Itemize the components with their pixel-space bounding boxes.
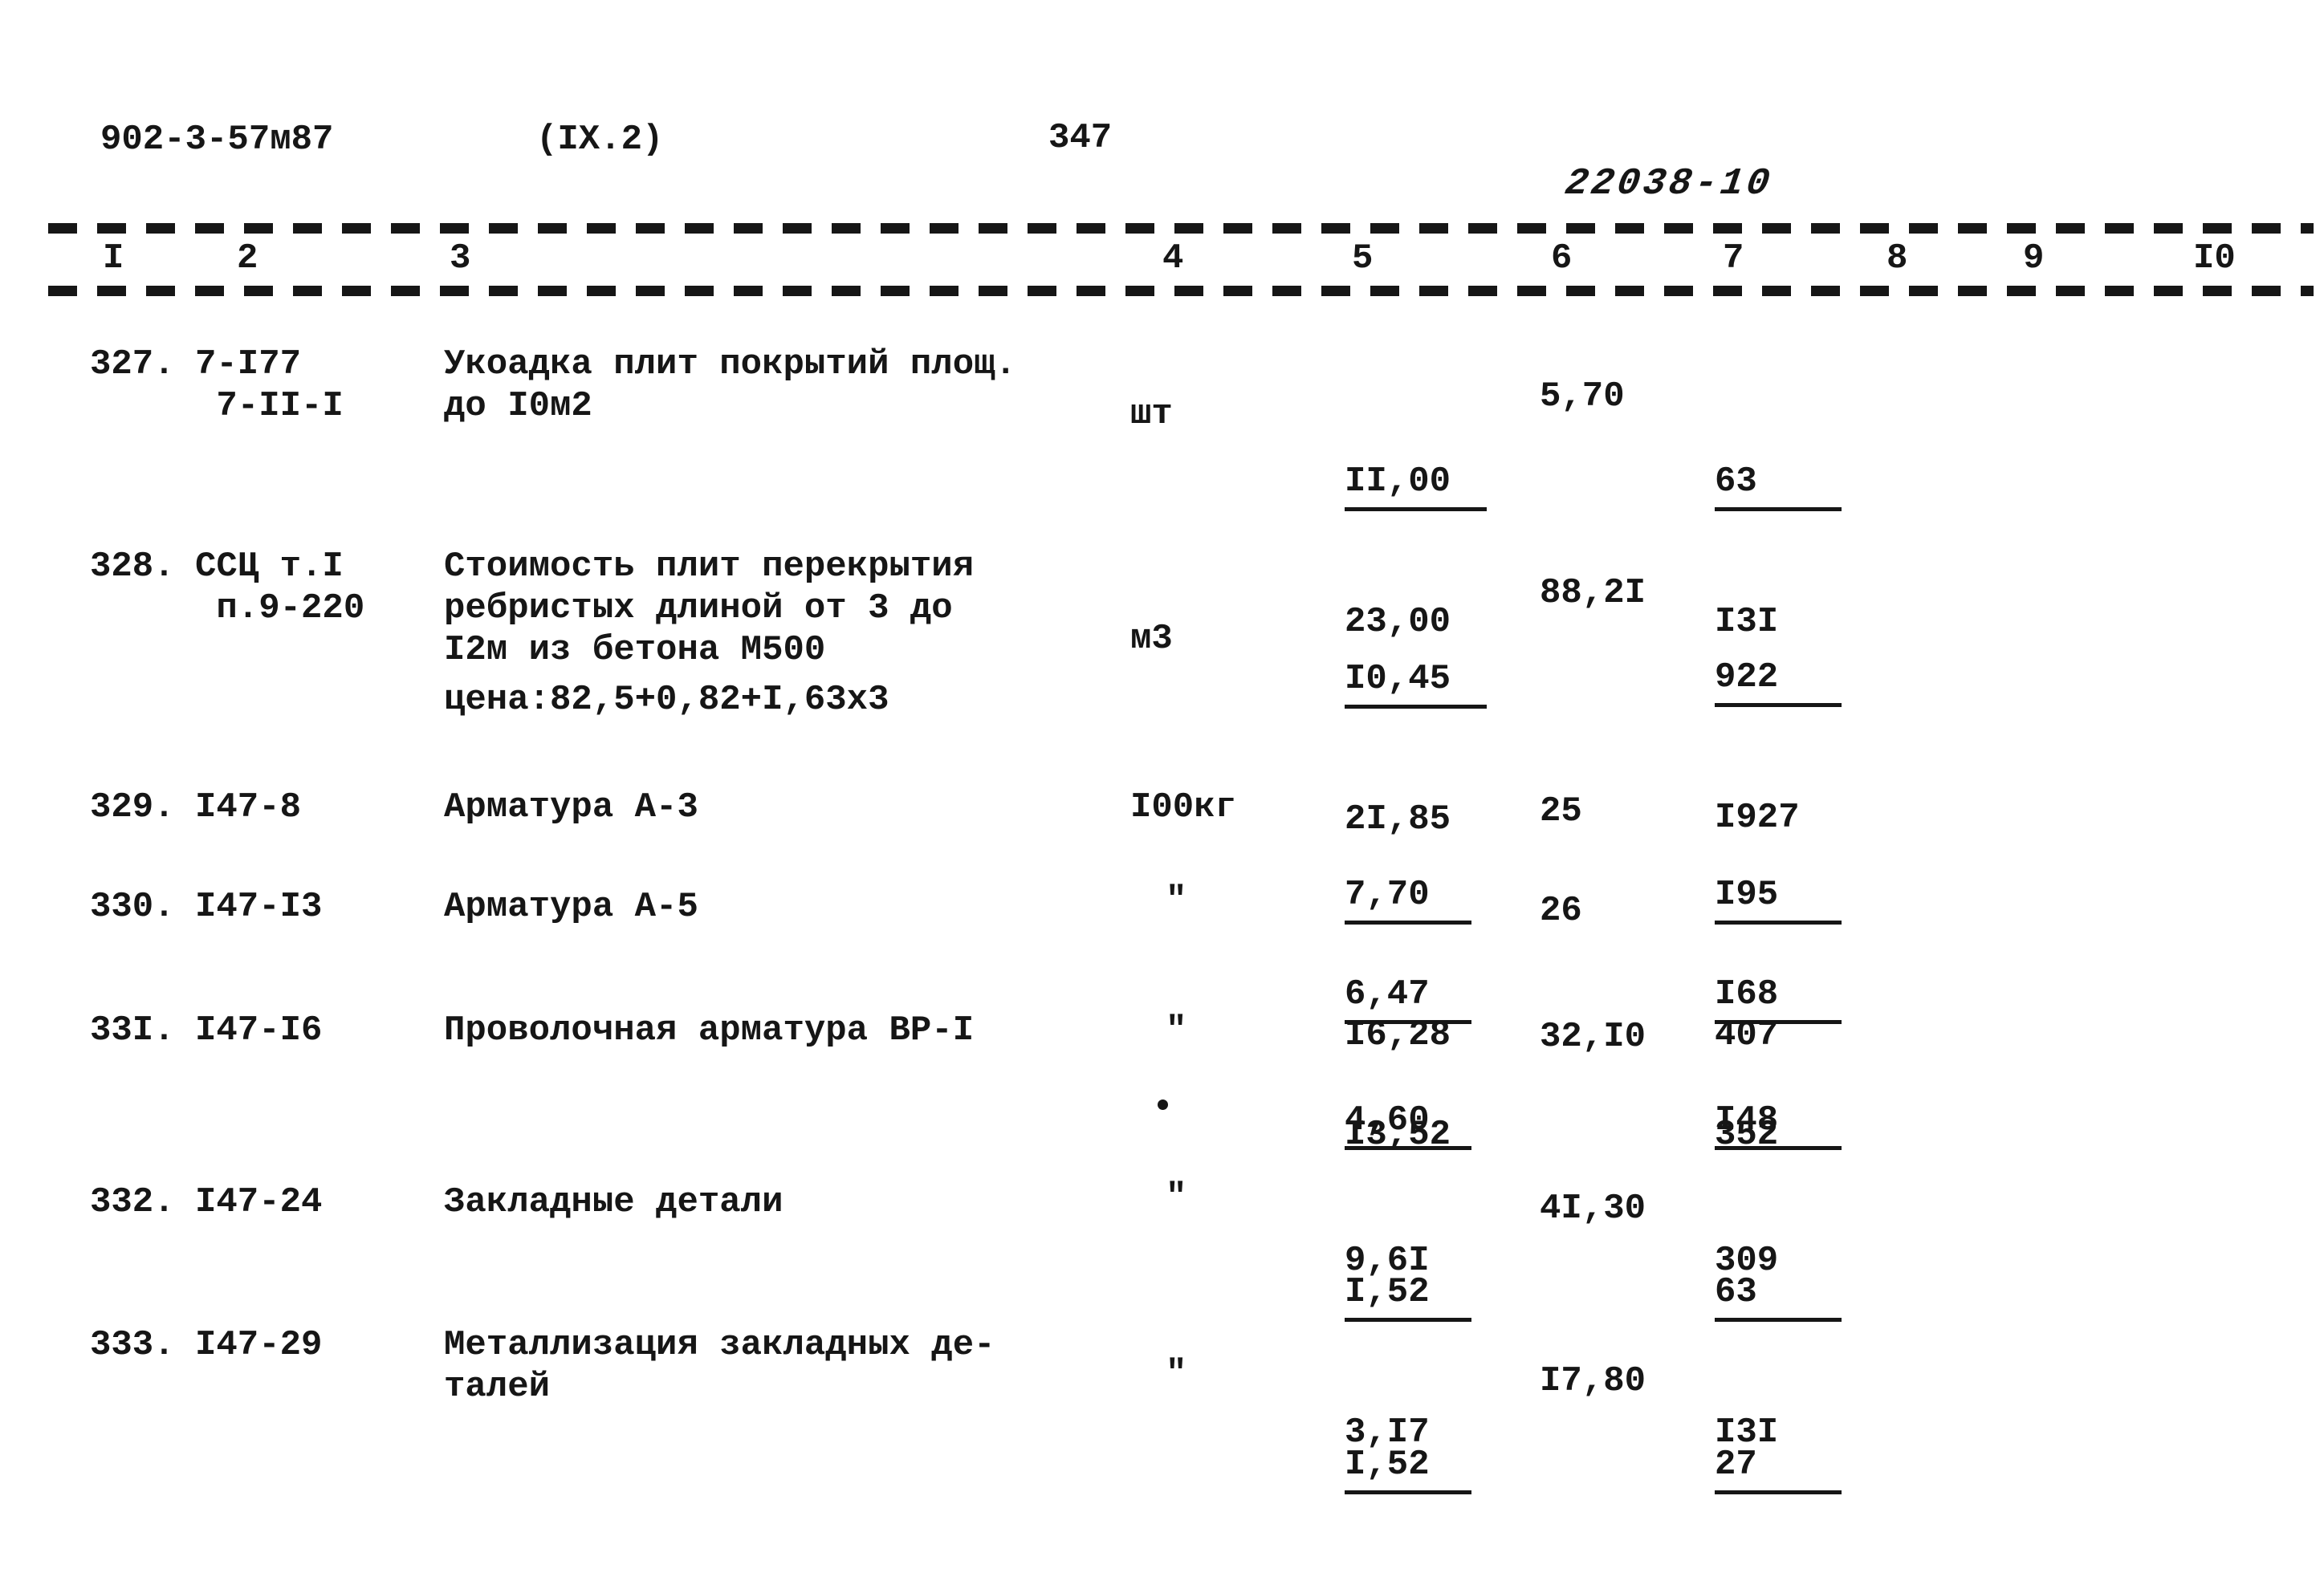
code-cell: ССЦ т.I п.9-220 xyxy=(195,547,365,628)
code-cell: I47-29 xyxy=(195,1325,323,1365)
code-cell: I47-I6 xyxy=(195,1010,323,1051)
quantity-top: I0,45 xyxy=(1345,658,1488,709)
code-cell: I47-I3 xyxy=(195,887,323,927)
unit-cell: м3 xyxy=(1130,619,1173,659)
unit-price-cell: I7,80 xyxy=(1540,1361,1646,1401)
table-row: 327. 7-I77 7-II-I Укоадка плит покрытий … xyxy=(0,343,2324,719)
quantity-bottom: 9,6I xyxy=(1345,1241,1430,1281)
sum-bottom: I927 xyxy=(1715,798,1800,838)
column-header-9: 9 xyxy=(2023,238,2045,278)
code-cell: 7-I77 7-II-I xyxy=(195,344,344,426)
quantity-top: I,52 xyxy=(1345,1444,1472,1494)
sum-fraction: 63 I3I xyxy=(1715,377,1842,726)
unit-ditto-mark: " xyxy=(1166,1354,1187,1394)
quantity-bottom: 2I,85 xyxy=(1345,799,1451,839)
description-cell: Стоимость плит перекрытия ребристых длин… xyxy=(444,547,975,670)
quantity-fraction: I,52 3,I7 xyxy=(1345,1188,1472,1537)
sum-fraction: 63 I3I xyxy=(1715,1188,1842,1537)
row-number-cell: 330. xyxy=(90,887,175,927)
sum-fraction: 27 56 xyxy=(1715,1360,1842,1573)
sum-top: I68 xyxy=(1715,973,1842,1024)
table-border-top xyxy=(48,223,2314,234)
sum-top: I48 xyxy=(1715,1099,1842,1150)
quantity-bottom: 23,00 xyxy=(1345,602,1451,642)
table-row: 329. I47-8 Арматура А-3 I00кг 7,70 I6,28… xyxy=(0,786,2324,1162)
unit-price-cell: 88,2I xyxy=(1540,573,1646,613)
unit-ditto-mark: " xyxy=(1166,880,1187,921)
sum-top: 63 xyxy=(1715,461,1842,511)
unit-ditto-mark: " xyxy=(1166,1177,1187,1217)
unit-price-cell: 25 xyxy=(1540,791,1582,831)
quantity-fraction: II,00 23,00 xyxy=(1345,377,1488,726)
row-number-cell: 33I. xyxy=(90,1010,175,1051)
sum-fraction: I48 309 xyxy=(1715,1016,1842,1365)
quantity-top: I,52 xyxy=(1345,1271,1472,1322)
table-row: 332. I47-24 Закладные детали " I,52 3,I7… xyxy=(0,1177,2324,1557)
row-number-cell: 327. xyxy=(90,344,175,384)
column-header-2: 2 xyxy=(237,238,258,278)
row-number-cell: 329. xyxy=(90,787,175,827)
row-number-cell: 332. xyxy=(90,1182,175,1222)
unit-ditto-mark: " xyxy=(1166,1010,1187,1051)
quantity-fraction: I,52 3,I7 xyxy=(1345,1360,1472,1573)
section-code: (IX.2) xyxy=(536,120,664,160)
table-border-bottom xyxy=(48,286,2314,296)
unit-price-cell: 32,I0 xyxy=(1540,1017,1646,1057)
table-row: 328. ССЦ т.I п.9-220 Стоимость плит пере… xyxy=(0,546,2324,963)
unit-cell: шт xyxy=(1130,394,1173,434)
description-cell: Арматура А-5 xyxy=(444,887,698,927)
page-number: 347 xyxy=(1048,118,1113,158)
sum-top: 922 xyxy=(1715,656,1842,707)
column-header-8: 8 xyxy=(1886,238,1908,278)
sum-top: I95 xyxy=(1715,874,1842,925)
description-cell: Укоадка плит покрытий площ. до I0м2 xyxy=(444,344,1016,426)
unit-cell: I00кг xyxy=(1130,787,1237,827)
code-cell: I47-8 xyxy=(195,787,302,827)
unit-price-cell: 5,70 xyxy=(1540,376,1625,417)
quantity-top: 4,60 xyxy=(1345,1099,1472,1150)
row-number-cell: 328. xyxy=(90,547,175,587)
column-header-3: 3 xyxy=(450,238,471,278)
column-header-7: 7 xyxy=(1723,238,1744,278)
row-number-cell: 333. xyxy=(90,1325,175,1365)
handwritten-code: 22038-10 xyxy=(1562,163,1776,205)
quantity-top: II,00 xyxy=(1345,461,1488,511)
description-cell: Арматура А-3 xyxy=(444,787,698,827)
price-note-cell: цена:82,5+0,82+I,63х3 xyxy=(444,680,889,720)
column-header-10: I0 xyxy=(2193,238,2236,278)
sum-top: 63 xyxy=(1715,1271,1842,1322)
sum-fraction: 922 I927 xyxy=(1715,573,1842,922)
column-header-1: I xyxy=(103,238,124,278)
sum-bottom: I3I xyxy=(1715,602,1779,642)
doc-number: 902-3-57м87 xyxy=(100,120,334,160)
sum-top: 27 xyxy=(1715,1444,1842,1494)
unit-price-cell: 4I,30 xyxy=(1540,1189,1646,1229)
column-header-6: 6 xyxy=(1551,238,1573,278)
quantity-bottom: 3,I7 xyxy=(1345,1412,1430,1453)
quantity-fraction: I0,45 2I,85 xyxy=(1345,575,1488,924)
unit-price-cell: 26 xyxy=(1540,891,1582,931)
description-cell: Закладные детали xyxy=(444,1182,783,1222)
quantity-top: 7,70 xyxy=(1345,874,1472,925)
table-row: 333. I47-29 Металлизация закладных де- т… xyxy=(0,1324,2324,1573)
quantity-top: 6,47 xyxy=(1345,973,1472,1024)
column-header-4: 4 xyxy=(1162,238,1184,278)
column-header-5: 5 xyxy=(1352,238,1374,278)
quantity-fraction: 4,60 9,6I xyxy=(1345,1016,1472,1365)
table-row: 33I. I47-I6 Проволочная арматура ВР-I " … xyxy=(0,1010,2324,1427)
sum-bottom: 309 xyxy=(1715,1241,1779,1281)
description-cell: Проволочная арматура ВР-I xyxy=(444,1010,975,1051)
stray-ink-dot: . xyxy=(1158,1099,1168,1110)
description-cell: Металлизация закладных де- талей xyxy=(444,1325,995,1407)
code-cell: I47-24 xyxy=(195,1182,323,1222)
table-row: 330. I47-I3 Арматура А-5 " 6,47 I3,52 26… xyxy=(0,880,2324,1262)
sum-bottom: I3I xyxy=(1715,1412,1779,1453)
